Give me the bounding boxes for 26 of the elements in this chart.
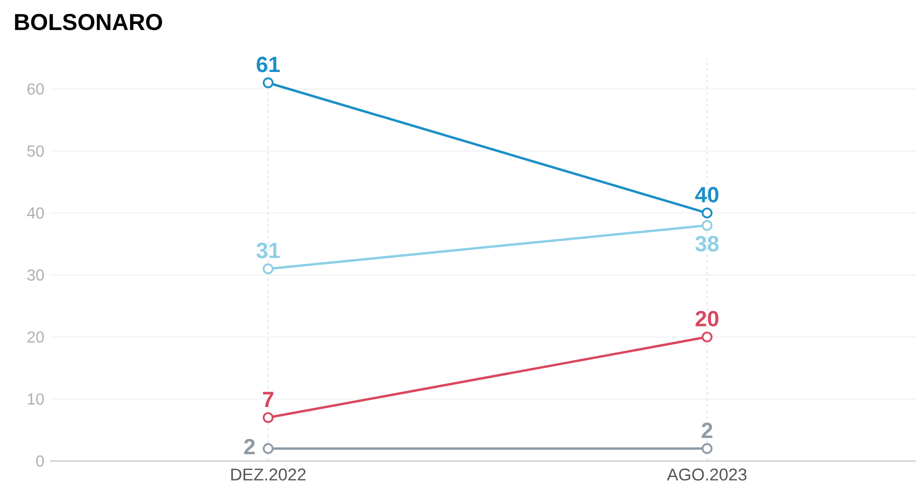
x-tick-label: DEZ.2022 [231, 468, 306, 481]
point [262, 443, 274, 454]
data-label: 61 [256, 56, 280, 72]
y-tick-label: 50 [27, 145, 44, 157]
point [702, 332, 712, 342]
data-label: 38 [695, 236, 719, 252]
point [262, 263, 274, 274]
point [262, 412, 274, 423]
y-tick-label: 40 [27, 207, 44, 219]
y-tick-label: 0 [36, 455, 44, 467]
y-tick-label: 60 [28, 83, 44, 95]
data-label: 7 [262, 392, 274, 408]
point [262, 77, 274, 88]
y-tick-label: 10 [28, 393, 44, 405]
data-label: 40 [695, 186, 718, 202]
y-tick-label: 30 [27, 269, 44, 281]
point [702, 443, 712, 454]
data-label: 2 [702, 422, 712, 438]
chart-title: BOLSONARO [15, 14, 162, 30]
x-tick-label: AGO.2023 [666, 468, 746, 481]
point [702, 220, 712, 231]
data-label: 20 [696, 310, 718, 326]
data-label: 2 [244, 438, 255, 454]
data-label: 31 [256, 242, 280, 258]
point [702, 208, 712, 218]
y-tick-label: 20 [27, 331, 44, 343]
